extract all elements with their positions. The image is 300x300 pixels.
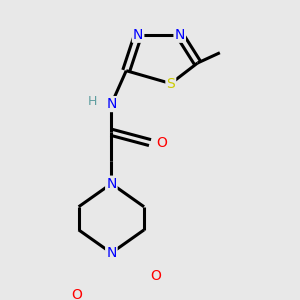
Text: O: O — [157, 136, 167, 150]
Text: N: N — [133, 28, 143, 42]
Text: N: N — [175, 28, 185, 42]
Text: O: O — [72, 288, 83, 300]
Text: N: N — [106, 177, 116, 191]
Text: N: N — [106, 246, 116, 260]
Text: O: O — [151, 269, 161, 283]
Text: S: S — [167, 76, 175, 91]
Text: H: H — [87, 95, 97, 108]
Text: N: N — [106, 97, 116, 111]
